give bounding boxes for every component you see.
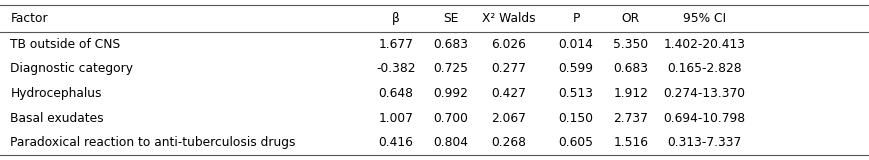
Text: 0.150: 0.150: [558, 112, 593, 125]
Text: 0.277: 0.277: [491, 62, 526, 76]
Text: 0.268: 0.268: [491, 136, 526, 149]
Text: 0.725: 0.725: [433, 62, 468, 76]
Text: 0.804: 0.804: [433, 136, 468, 149]
Text: SE: SE: [442, 12, 458, 25]
Text: 0.427: 0.427: [491, 87, 526, 100]
Text: β: β: [392, 12, 399, 25]
Text: 0.694-10.798: 0.694-10.798: [663, 112, 745, 125]
Text: 1.402-20.413: 1.402-20.413: [663, 38, 745, 51]
Text: 0.605: 0.605: [558, 136, 593, 149]
Text: 0.014: 0.014: [558, 38, 593, 51]
Text: Diagnostic category: Diagnostic category: [10, 62, 133, 76]
Text: -0.382: -0.382: [375, 62, 415, 76]
Text: 0.165-2.828: 0.165-2.828: [667, 62, 741, 76]
Text: OR: OR: [621, 12, 639, 25]
Text: 0.648: 0.648: [378, 87, 413, 100]
Text: TB outside of CNS: TB outside of CNS: [10, 38, 121, 51]
Text: 0.599: 0.599: [558, 62, 593, 76]
Text: 6.026: 6.026: [491, 38, 526, 51]
Text: 0.992: 0.992: [433, 87, 468, 100]
Text: 2.737: 2.737: [613, 112, 647, 125]
Text: 0.313-7.337: 0.313-7.337: [667, 136, 741, 149]
Text: 2.067: 2.067: [491, 112, 526, 125]
Text: 0.513: 0.513: [558, 87, 593, 100]
Text: 1.677: 1.677: [378, 38, 413, 51]
Text: 0.683: 0.683: [433, 38, 468, 51]
Text: Basal exudates: Basal exudates: [10, 112, 104, 125]
Text: Paradoxical reaction to anti-tuberculosis drugs: Paradoxical reaction to anti-tuberculosi…: [10, 136, 295, 149]
Text: Hydrocephalus: Hydrocephalus: [10, 87, 102, 100]
Text: 0.700: 0.700: [433, 112, 468, 125]
Text: 1.516: 1.516: [613, 136, 647, 149]
Text: 0.274-13.370: 0.274-13.370: [663, 87, 745, 100]
Text: 5.350: 5.350: [613, 38, 647, 51]
Text: 95% CI: 95% CI: [682, 12, 726, 25]
Text: P: P: [572, 12, 579, 25]
Text: 0.683: 0.683: [613, 62, 647, 76]
Text: X² Walds: X² Walds: [481, 12, 535, 25]
Text: 0.416: 0.416: [378, 136, 413, 149]
Text: 1.007: 1.007: [378, 112, 413, 125]
Text: Factor: Factor: [10, 12, 48, 25]
Text: 1.912: 1.912: [613, 87, 647, 100]
